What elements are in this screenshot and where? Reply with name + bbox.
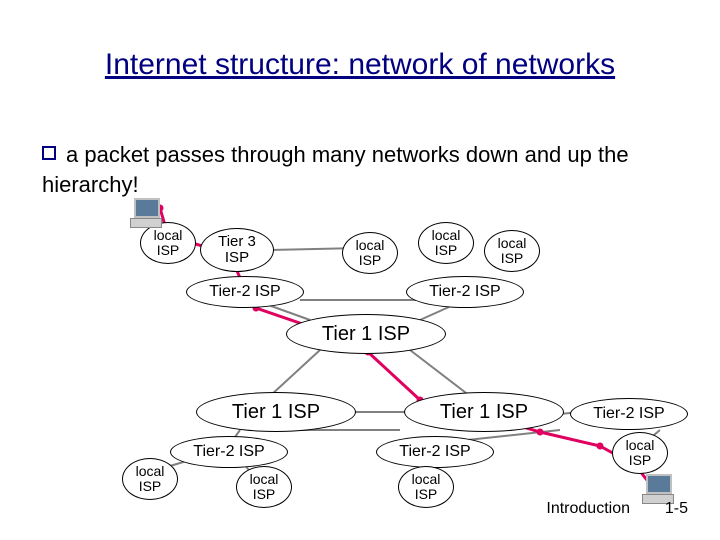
node-local4: local ISP bbox=[484, 230, 540, 272]
node-local3: local ISP bbox=[418, 222, 474, 264]
node-local1: local ISP bbox=[140, 222, 196, 264]
slide: Internet structure: network of networks … bbox=[0, 0, 720, 540]
node-t1right: Tier 1 ISP bbox=[404, 392, 564, 432]
node-local7: local ISP bbox=[398, 466, 454, 508]
pc-icon-0 bbox=[128, 198, 164, 228]
node-t2a: Tier-2 ISP bbox=[186, 276, 304, 308]
node-local2: local ISP bbox=[342, 232, 398, 274]
footer-page: 1-5 bbox=[665, 500, 688, 518]
node-tier3: Tier 3 ISP bbox=[200, 228, 274, 272]
node-local6: local ISP bbox=[236, 466, 292, 508]
node-t1left: Tier 1 ISP bbox=[196, 392, 356, 432]
node-t2e: Tier-2 ISP bbox=[570, 398, 688, 430]
footer-section: Introduction bbox=[546, 500, 630, 518]
node-t2c: Tier-2 ISP bbox=[170, 436, 288, 468]
node-t1top: Tier 1 ISP bbox=[286, 314, 446, 354]
node-t2d: Tier-2 ISP bbox=[376, 436, 494, 468]
diagram-layer: local ISPTier 3 ISPlocal ISPlocal ISPloc… bbox=[0, 0, 720, 540]
node-local8: local ISP bbox=[612, 432, 668, 474]
node-t2b: Tier-2 ISP bbox=[406, 276, 524, 308]
node-local5: local ISP bbox=[122, 458, 178, 500]
